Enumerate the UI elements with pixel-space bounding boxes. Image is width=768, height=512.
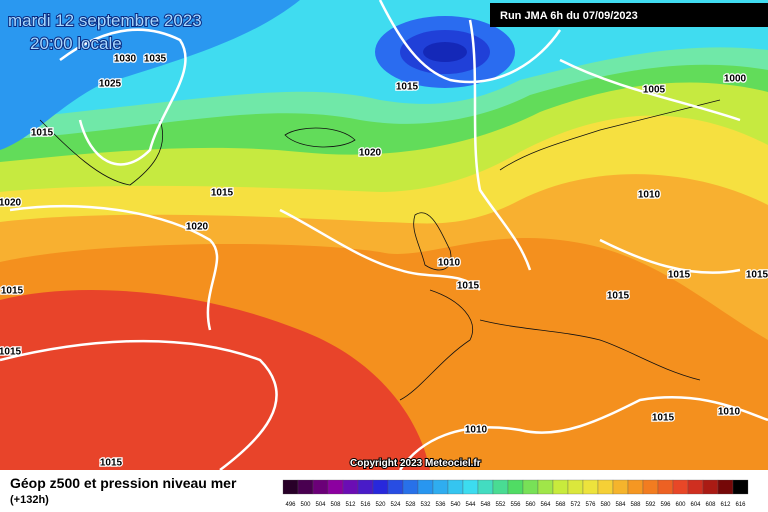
scale-label: 580 [600, 502, 611, 508]
scale-cell [642, 479, 659, 495]
scale-cell [687, 479, 704, 495]
isobar-label: 1015 [396, 82, 419, 93]
scale-cell [732, 479, 749, 495]
scale-cell [312, 479, 329, 495]
scale-cell [492, 479, 509, 495]
map-time: 20:00 locale [30, 34, 122, 53]
isobar-label: 1020 [359, 148, 382, 159]
scale-label: 560 [525, 502, 536, 508]
isobar-label: 1010 [465, 425, 488, 436]
isobar-label: 1030 [114, 54, 137, 65]
isobar-label: 1010 [718, 407, 741, 418]
scale-cell [522, 479, 539, 495]
map-date: mardi 12 septembre 2023 [8, 11, 202, 30]
scale-cell [702, 479, 719, 495]
scale-cell [342, 479, 359, 495]
scale-label: 524 [390, 502, 401, 508]
scale-label: 520 [375, 502, 386, 508]
scale-cell [552, 479, 569, 495]
scale-cell [297, 479, 314, 495]
scale-label: 548 [480, 502, 491, 508]
scale-label: 592 [645, 502, 656, 508]
scale-cell [612, 479, 629, 495]
scale-cell [582, 479, 599, 495]
scale-cell [282, 479, 299, 495]
scale-cell [672, 479, 689, 495]
scale-label: 540 [450, 502, 461, 508]
scale-cell [387, 479, 404, 495]
isobar-label: 1010 [638, 190, 661, 201]
footer-title: Géop z500 et pression niveau mer [10, 475, 237, 491]
scale-label: 572 [570, 502, 581, 508]
scale-cell [507, 479, 524, 495]
isobar-label: 1005 [643, 85, 666, 96]
run-box [490, 3, 768, 27]
scale-label: 504 [315, 502, 326, 508]
footer-lead: (+132h) [10, 494, 49, 506]
scale-label: 588 [630, 502, 641, 508]
scale-label: 552 [495, 502, 506, 508]
copyright: Copyright 2023 Meteociel.fr [350, 458, 481, 469]
isobar-label: 1015 [31, 128, 54, 139]
scale-label: 544 [465, 502, 476, 508]
scale-label: 508 [330, 502, 341, 508]
isobar-label: 1015 [457, 281, 480, 292]
isobar-labels: 1030 1035 1025 1015 1020 1015 1020 1020 1015 1005… [0, 52, 768, 470]
isobars [9, 0, 741, 331]
scale-cell [327, 479, 344, 495]
scale-cell [432, 479, 449, 495]
isobar-label: 1015 [746, 270, 768, 281]
scale-label: 516 [360, 502, 371, 508]
scale-cell [477, 479, 494, 495]
scale-label: 532 [420, 502, 431, 508]
isobar-label: 1015 [668, 270, 691, 281]
scale-cell [717, 479, 734, 495]
scale-cell [462, 479, 479, 495]
coastlines [39, 99, 721, 401]
isobar-label: 1020 [186, 222, 209, 233]
scale-cell [627, 479, 644, 495]
isobar-label: 1010 [438, 258, 461, 269]
isobar-label: 1015 [0, 347, 22, 358]
scale-cell [372, 479, 389, 495]
scale-label: 612 [720, 502, 731, 508]
scale-cell [357, 479, 374, 495]
scale-label: 576 [585, 502, 596, 508]
scale-cell [567, 479, 584, 495]
scale-label: 512 [345, 502, 356, 508]
scale-cell [402, 479, 419, 495]
scale-label: 556 [510, 502, 521, 508]
isobar-label: 1015 [100, 458, 123, 469]
scale-label: 600 [675, 502, 686, 508]
run-info: Run JMA 6h du 07/09/2023 [500, 10, 638, 22]
scale-cell [537, 479, 554, 495]
scale-cell [597, 479, 614, 495]
scale-label: 496 [285, 502, 296, 508]
scale-label: 608 [705, 502, 716, 508]
scale-label: 616 [735, 502, 746, 508]
scale-label: 596 [660, 502, 671, 508]
scale-cell [447, 479, 464, 495]
scale-label: 568 [555, 502, 566, 508]
isobar-label: 1025 [99, 79, 122, 90]
scale-label: 500 [300, 502, 311, 508]
scale-label: 604 [690, 502, 701, 508]
isobar-label: 1000 [724, 74, 747, 85]
isobar-label: 1015 [1, 286, 24, 297]
isobar-label: 1015 [652, 413, 675, 424]
scale-cell [657, 479, 674, 495]
scale-label: 584 [615, 502, 626, 508]
color-scale: 496 500 504 508 512 516 520 524 528 532 536 540 544 5… [282, 479, 749, 508]
scale-label: 528 [405, 502, 416, 508]
scale-cell [417, 479, 434, 495]
isobar-label: 1015 [607, 291, 630, 302]
geopotential-field [0, 0, 768, 470]
isobar-label: 1020 [0, 198, 22, 209]
scale-label: 564 [540, 502, 551, 508]
isobar-label: 1015 [211, 188, 234, 199]
scale-label: 536 [435, 502, 446, 508]
isobar-label: 1035 [144, 54, 167, 65]
